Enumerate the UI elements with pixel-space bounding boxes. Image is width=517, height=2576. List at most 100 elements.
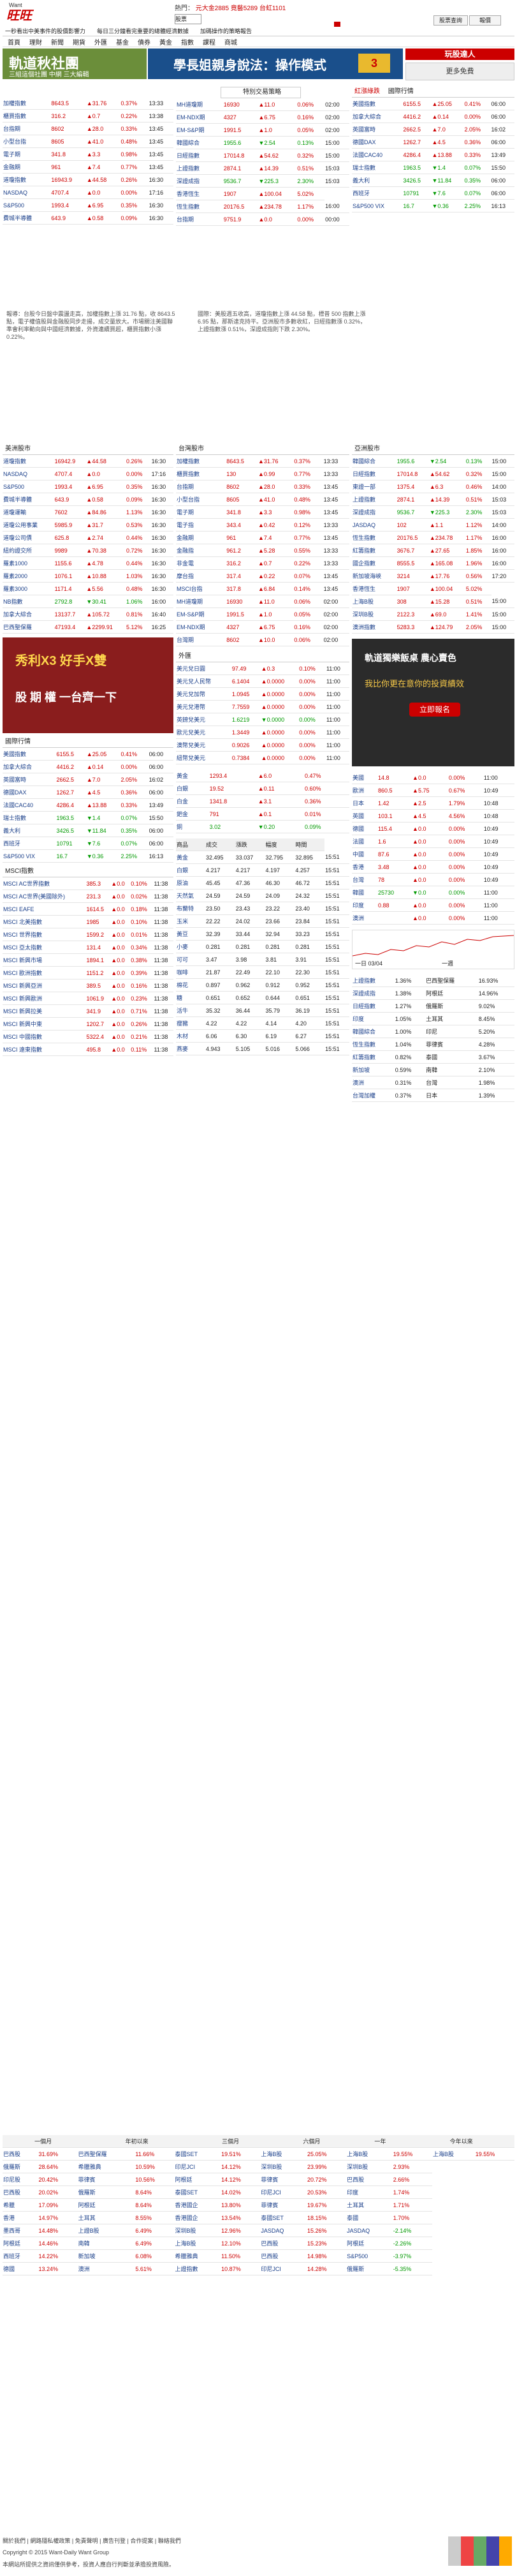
table-row[interactable]: 美元兌港幣 7.7559 ▲0.0000 0.00% 11:00 <box>176 700 349 713</box>
table-row[interactable]: 台灣期 8602 ▲10.0 0.06% 02:00 <box>176 633 349 646</box>
nav-item[interactable]: 債券 <box>138 39 150 47</box>
table-row[interactable]: 台指期 9751.9 ▲0.0 0.00% 00:00 <box>176 212 349 226</box>
banner-right-title[interactable]: 玩股達人 <box>405 48 514 60</box>
table-row[interactable]: NB指數 2792.8 ▼30.41 1.06% 16:00 <box>3 595 173 608</box>
table-row[interactable]: MH道瓊期 16930 ▲11.0 0.06% 02:00 <box>176 595 349 608</box>
table-row[interactable]: 加權指數 8643.5 ▲31.76 0.37% 13:33 <box>176 455 349 468</box>
nav-item[interactable]: 首頁 <box>8 39 20 47</box>
table-row[interactable]: MSCI 新興中東 1202.7 ▲0.0 0.26% 11:38 <box>3 1017 173 1031</box>
table-row[interactable]: MSCI 遠東指數 495.8 ▲0.0 0.11% 11:38 <box>3 1043 173 1056</box>
nav-item[interactable]: 商城 <box>224 39 237 47</box>
table-row[interactable]: 印尼股 20.42% 菲律賓 10.56% 阿根廷 14.12% 菲律賓 20.72% 巴西股 2… <box>3 2173 514 2186</box>
table-row[interactable]: 西班牙 14.22% 新加坡 6.08% 希臘雅典 11.50% 巴西股 14.98% S&P5… <box>3 2249 514 2263</box>
table-row[interactable]: 燕麥 4.943 5.105 5.016 5.066 15:51 <box>176 1042 349 1055</box>
ad-futures[interactable]: 秀利X3 好手X雙 股 期 權 一台齊一下 <box>3 637 173 733</box>
table-row[interactable]: MSCI 新興市場 1894.1 ▲0.0 0.38% 11:38 <box>3 953 173 967</box>
table-row[interactable]: 台灣 78 ▲0.0 0.00% 10:49 <box>352 873 514 886</box>
table-row[interactable]: 糖 0.651 0.652 0.644 0.651 15:51 <box>176 991 349 1004</box>
table-row[interactable]: 加拿大綜合 4416.2 ▲0.14 0.00% 06:00 <box>352 110 514 123</box>
table-row[interactable]: 法國 1.6 ▲0.0 0.00% 10:49 <box>352 835 514 848</box>
nav-item[interactable]: 黃金 <box>159 39 172 47</box>
table-row[interactable]: 西班牙 10791 ▼7.6 0.07% 06:00 <box>352 186 514 200</box>
table-row[interactable]: 深圳B股 2122.3 ▲69.0 1.41% 15:00 <box>352 607 514 621</box>
table-row[interactable]: 金融指 961.2 ▲5.28 0.55% 13:33 <box>176 544 349 557</box>
table-row[interactable]: 韓國綜合 1.00% 印尼 5.20% <box>352 1025 514 1038</box>
table-row[interactable]: 道瓊公司債 625.8 ▲2.74 0.44% 16:30 <box>3 531 173 544</box>
table-row[interactable]: 天然氣 24.59 24.59 24.09 24.32 15:51 <box>176 889 349 902</box>
banner-mid[interactable]: 學長姐親身說法：操作模式 3 <box>148 48 403 79</box>
table-row[interactable]: 白銀 19.52 ▲0.11 0.60% <box>176 782 349 795</box>
table-row[interactable]: 韓國綜合 1955.6 ▼2.54 0.13% 15:00 <box>176 136 349 149</box>
table-row[interactable]: 玉米 22.22 24.02 23.66 23.84 15:51 <box>176 914 349 928</box>
table-row[interactable]: MSCI 中國指數 5322.4 ▲0.0 0.21% 11:38 <box>3 1030 173 1043</box>
table-row[interactable]: 紅籌指數 3676.7 ▲27.65 1.85% 16:00 <box>352 544 514 557</box>
table-row[interactable]: 澳洲 ▲0.0 0.00% 11:00 <box>352 911 514 925</box>
table-row[interactable]: 義大利 3426.5 ▼11.84 0.35% 06:00 <box>352 174 514 187</box>
table-row[interactable]: 香港恆生 1907 ▲100.04 5.02% <box>352 582 514 595</box>
table-row[interactable]: 櫃買指數 316.2 ▲0.7 0.22% 13:38 <box>3 109 173 123</box>
column-header[interactable]: 六個月 <box>271 2135 353 2148</box>
table-row[interactable]: 阿根廷 14.46% 南韓 6.49% 上海B股 12.10% 巴西股 15.23% 阿根廷 -2… <box>3 2237 514 2250</box>
table-row[interactable]: 德國 115.4 ▲0.0 0.00% 10:49 <box>352 822 514 835</box>
table-row[interactable]: 鈀金 791 ▲0.1 0.01% <box>176 807 349 821</box>
banner-left[interactable]: 軌道秋社團 三組這個社團 中網 三大編輯 <box>3 48 147 79</box>
table-row[interactable]: 西班牙 10791 ▼7.6 0.07% 06:00 <box>3 837 173 850</box>
table-row[interactable]: 香港 3.48 ▲0.0 0.00% 10:49 <box>352 860 514 874</box>
table-row[interactable]: 深證成指 1.38% 阿根廷 14.96% <box>352 986 514 1000</box>
table-row[interactable]: 羅素1000 1155.6 ▲4.78 0.44% 16:30 <box>3 556 173 570</box>
table-row[interactable]: 東證一部 1375.4 ▲6.3 0.46% 14:00 <box>352 480 514 493</box>
nav-item[interactable]: 基金 <box>116 39 129 47</box>
table-row[interactable]: 羅素3000 1171.4 ▲5.56 0.48% 16:30 <box>3 582 173 595</box>
table-row[interactable]: 印度 1.05% 土耳其 8.45% <box>352 1012 514 1025</box>
table-row[interactable]: JASDAQ 102 ▲1.1 1.12% 14:00 <box>352 518 514 532</box>
logo[interactable]: 旺旺 <box>6 8 32 23</box>
table-row[interactable]: 費城半導體 643.9 ▲0.58 0.09% 16:30 <box>3 211 173 225</box>
table-row[interactable]: 英鎊兌美元 1.6219 ▼0.0000 0.00% 11:00 <box>176 713 349 726</box>
table-row[interactable]: 香港 14.97% 土耳其 8.55% 香港國企 13.54% 泰國SET 18.15% 泰國 1… <box>3 2211 514 2224</box>
tab-international[interactable]: 國際行情 <box>388 88 414 95</box>
table-row[interactable]: 加拿大綜合 13137.7 ▲105.72 0.81% 16:40 <box>3 607 173 621</box>
table-row[interactable]: 香港恆生 1907 ▲100.04 5.02% <box>176 187 349 200</box>
table-row[interactable]: 電子期 341.8 ▲3.3 0.98% 13:45 <box>3 147 173 161</box>
ad-class-button[interactable]: 立即報名 <box>409 703 460 717</box>
table-row[interactable]: MSCI 歐洲指數 1151.2 ▲0.0 0.39% 11:38 <box>3 966 173 979</box>
ad-class[interactable]: 軌道獨樂飯桌 農心賣色 我比你更在意你的投資績效 立即報名 <box>352 639 514 766</box>
table-row[interactable]: 巴西聖保羅 47193.4 ▲2299.91 5.12% 16:25 <box>3 620 173 634</box>
table-row[interactable]: 櫃買指數 130 ▲0.99 0.77% 13:33 <box>176 467 349 480</box>
search-button[interactable]: 股票查詢 <box>433 15 468 26</box>
nav-item[interactable]: 新聞 <box>51 39 64 47</box>
table-row[interactable]: MSCI AC世界(美國除外) 231.3 ▲0.0 0.02% 11:38 <box>3 890 173 903</box>
column-header[interactable]: 一個月 <box>3 2135 84 2148</box>
table-row[interactable]: 義大利 3426.5 ▼11.84 0.35% 06:00 <box>3 824 173 837</box>
table-row[interactable]: 黃金 32.495 33.037 32.795 32.895 15:51 <box>176 851 349 864</box>
table-row[interactable]: MSCI AC世界指數 385.3 ▲0.0 0.10% 11:38 <box>3 877 173 890</box>
table-row[interactable]: 日本 1.42 ▲2.5 1.79% 10:48 <box>352 796 514 810</box>
column-header[interactable]: 一年 <box>352 2135 409 2148</box>
table-row[interactable]: MSCI台指 317.8 ▲6.84 0.14% 13:45 <box>176 582 349 595</box>
table-row[interactable]: 電子指 343.4 ▲0.42 0.12% 13:33 <box>176 518 349 532</box>
table-row[interactable]: EM-NDX期 4327 ▲6.75 0.16% 02:00 <box>176 620 349 634</box>
column-header[interactable]: 三個月 <box>189 2135 272 2148</box>
table-row[interactable]: 原油 45.45 47.36 46.30 46.72 15:51 <box>176 876 349 890</box>
table-row[interactable]: 印度 0.88 ▲0.0 0.00% 11:00 <box>352 898 514 912</box>
table-row[interactable]: S&P500 VIX 16.7 ▼0.36 2.25% 16:13 <box>352 199 514 212</box>
marquee-item[interactable]: 一秒看出中美事件的股價影響力 <box>5 27 86 34</box>
table-row[interactable]: 恆生指數 1.04% 菲律賓 4.28% <box>352 1038 514 1051</box>
table-row[interactable]: 澳洲指數 5283.3 ▲124.79 2.05% 15:00 <box>352 620 514 634</box>
column-header[interactable]: 今年以來 <box>408 2135 514 2148</box>
table-row[interactable]: 新加坡海峽 3214 ▲17.76 0.56% 17:20 <box>352 569 514 583</box>
table-row[interactable]: 非金電 316.2 ▲0.7 0.22% 13:33 <box>176 556 349 570</box>
table-row[interactable]: 韓國綜合 1955.6 ▼2.54 0.13% 15:00 <box>352 455 514 468</box>
table-row[interactable]: 希臘 17.09% 阿根廷 8.64% 香港國企 13.80% 菲律賓 19.67% 土耳其 1.… <box>3 2198 514 2212</box>
table-row[interactable]: 道瓊運輸 7602 ▲84.86 1.13% 16:30 <box>3 505 173 519</box>
table-row[interactable]: 法國CAC40 4286.4 ▲13.88 0.33% 13:49 <box>352 148 514 161</box>
tab-up-down[interactable]: 紅漲綠跌 <box>354 88 380 95</box>
marquee-item[interactable]: 每日三分鐘看完重要的總體經濟數據 <box>97 27 189 34</box>
table-row[interactable]: 英國富時 2662.5 ▲7.0 2.05% 16:02 <box>352 123 514 136</box>
table-row[interactable]: 巴西股 31.69% 巴西聖保羅 11.66% 泰國SET 19.51% 上海B股 25.05… <box>3 2148 514 2161</box>
table-row[interactable]: 澳洲 0.31% 台灣 1.98% <box>352 1076 514 1089</box>
table-row[interactable]: 小型台指 8605 ▲41.0 0.48% 13:45 <box>3 135 173 148</box>
table-row[interactable]: 黃豆 32.39 33.44 32.94 33.23 15:51 <box>176 927 349 941</box>
table-row[interactable]: 中國 87.6 ▲0.0 0.00% 10:49 <box>352 847 514 861</box>
nav-item[interactable]: 指數 <box>181 39 194 47</box>
